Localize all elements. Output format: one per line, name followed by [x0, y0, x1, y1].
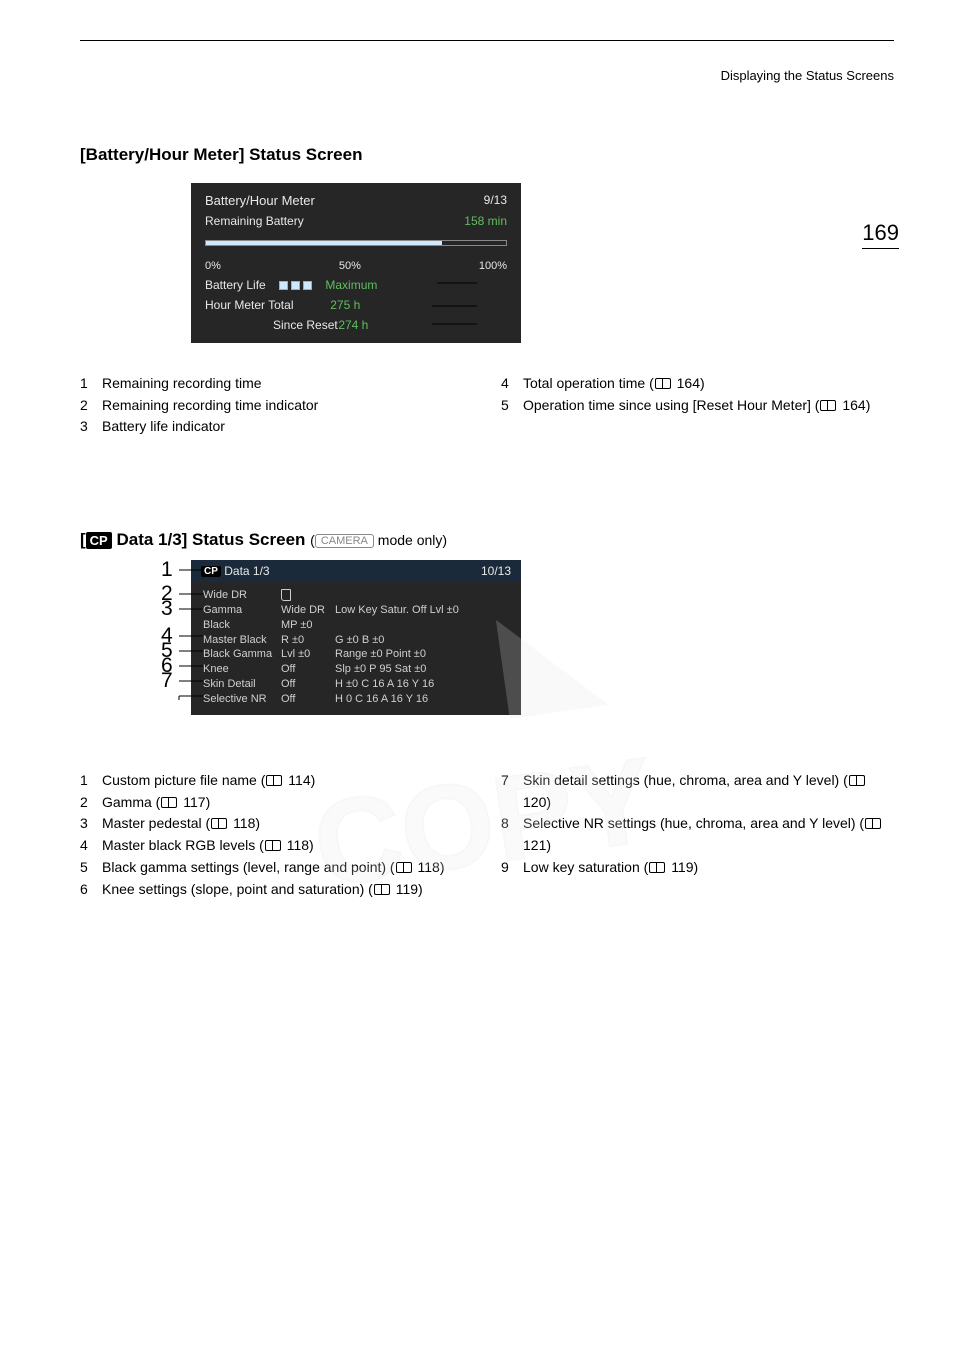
svg-text:3: 3: [161, 597, 173, 620]
cp-badge: CP: [86, 532, 112, 549]
page-ref-icon: [374, 884, 390, 895]
remaining-label: Remaining Battery: [205, 214, 304, 228]
svg-text:5: 5: [161, 639, 173, 662]
sd-icon: [281, 589, 291, 601]
legend-item: 4Master black RGB levels ( 118): [80, 835, 473, 857]
scale-100: 100%: [479, 260, 507, 272]
battery-bar-fill: [206, 241, 442, 245]
osd-title: Battery/Hour Meter: [205, 193, 315, 208]
header-right-text: Displaying the Status Screens: [721, 68, 894, 83]
data-legend-left: 1Custom picture file name ( 114) 2Gamma …: [80, 770, 473, 900]
data-figure: CP Data 1/3 10/13 Wide DR GammaWide DRLo…: [147, 550, 827, 750]
content: [Battery/Hour Meter] Status Screen Batte…: [80, 145, 894, 900]
legend-item: 1Custom picture file name ( 114): [80, 770, 473, 792]
battery-osd: Battery/Hour Meter 9/13 Remaining Batter…: [191, 183, 521, 343]
life-box: [291, 281, 300, 290]
hour-since-value: 274 h: [338, 318, 368, 332]
svg-text:7: 7: [161, 669, 173, 692]
data-legend-right: 7Skin detail settings (hue, chroma, area…: [501, 770, 894, 900]
life-value: Maximum: [325, 278, 377, 292]
camera-mode-pill: CAMERA: [315, 534, 374, 548]
page-ref-icon: [655, 378, 671, 389]
battery-figure: Battery/Hour Meter 9/13 Remaining Batter…: [177, 183, 797, 353]
data-osd: CP Data 1/3 10/13 Wide DR GammaWide DRLo…: [191, 560, 521, 715]
legend-item: 1Remaining recording time: [80, 373, 473, 395]
top-rule: [80, 40, 894, 41]
legend-item: 2Gamma ( 117): [80, 792, 473, 814]
legend-item: 7Skin detail settings (hue, chroma, area…: [501, 770, 894, 813]
life-boxes: [279, 281, 312, 290]
life-box: [279, 281, 288, 290]
osd-hdr-left: Data 1/3: [221, 564, 270, 578]
section-data: [CP Data 1/3] Status Screen (CAMERA mode…: [80, 530, 894, 900]
scale-row: 0% 50% 100%: [205, 260, 507, 272]
page-ref-icon: [266, 775, 282, 786]
section-data-title: [CP Data 1/3] Status Screen (CAMERA mode…: [80, 530, 894, 550]
legend-item: 3Battery life indicator: [80, 416, 473, 438]
legend-item: 5Black gamma settings (level, range and …: [80, 857, 473, 879]
page-ref-icon: [849, 775, 865, 786]
battery-legend-right: 4Total operation time ( 164) 5Operation …: [501, 373, 894, 438]
scale-50: 50%: [339, 260, 361, 272]
page: Displaying the Status Screens 169 [Batte…: [0, 0, 954, 1348]
page-ref-icon: [396, 862, 412, 873]
svg-text:1: 1: [161, 558, 173, 581]
life-label: Battery Life: [205, 278, 266, 292]
svg-text:2: 2: [161, 582, 173, 605]
page-ref-icon: [865, 818, 881, 829]
svg-text:4: 4: [161, 624, 173, 647]
page-ref-icon: [161, 797, 177, 808]
page-ref-icon: [649, 862, 665, 873]
hour-total-label: Hour Meter Total: [205, 298, 293, 312]
page-ref-icon: [265, 840, 281, 851]
osd-page-indicator: 9/13: [484, 193, 507, 208]
legend-item: 5Operation time since using [Reset Hour …: [501, 395, 894, 417]
legend-item: 4Total operation time ( 164): [501, 373, 894, 395]
svg-text:6: 6: [161, 654, 173, 677]
hour-total-value: 275 h: [330, 298, 360, 312]
section-battery-title: [Battery/Hour Meter] Status Screen: [80, 145, 894, 165]
scale-0: 0%: [205, 260, 221, 272]
data-legend: 1Custom picture file name ( 114) 2Gamma …: [80, 770, 894, 900]
page-ref-icon: [820, 400, 836, 411]
remaining-value: 158 min: [464, 214, 507, 228]
page-ref-icon: [211, 818, 227, 829]
legend-item: 8Selective NR settings (hue, chroma, are…: [501, 813, 894, 856]
legend-item: 2Remaining recording time indicator: [80, 395, 473, 417]
legend-item: 9Low key saturation ( 119): [501, 857, 894, 879]
osd-hdr-right: 10/13: [481, 564, 511, 578]
battery-legend: 1Remaining recording time 2Remaining rec…: [80, 373, 894, 438]
cp-badge-small: CP: [201, 566, 221, 577]
battery-bar: [205, 234, 507, 256]
legend-item: 3Master pedestal ( 118): [80, 813, 473, 835]
data-grid: Wide DR GammaWide DRLow Key Satur. Off L…: [203, 588, 509, 707]
hour-since-label: Since Reset: [205, 318, 338, 332]
legend-item: 6Knee settings (slope, point and saturat…: [80, 879, 473, 901]
life-box: [303, 281, 312, 290]
battery-legend-left: 1Remaining recording time 2Remaining rec…: [80, 373, 473, 438]
